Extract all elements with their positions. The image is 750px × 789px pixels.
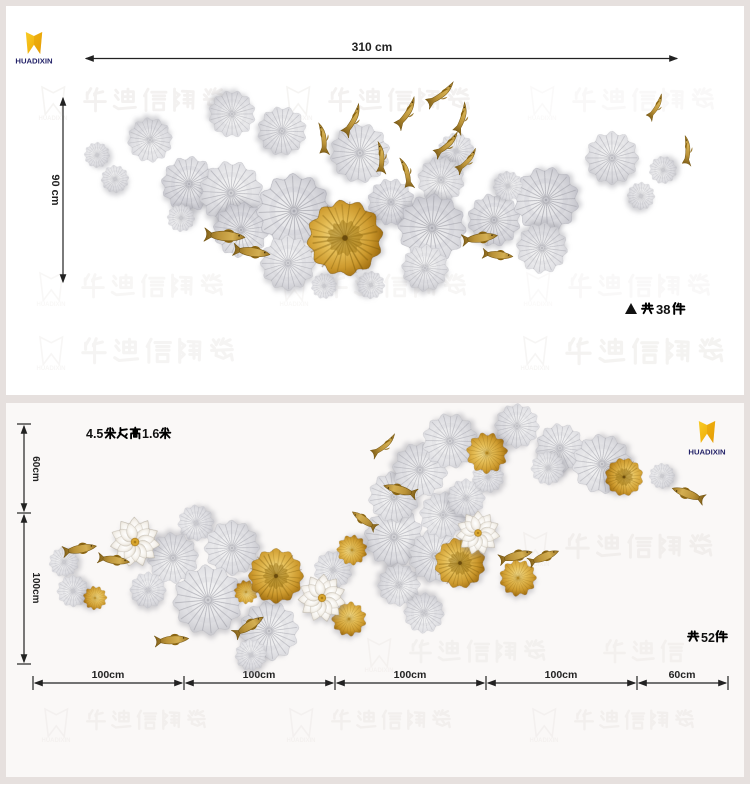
svg-text:HUADIXIN: HUADIXIN [529, 738, 558, 744]
svg-text:HUADIXIN: HUADIXIN [364, 668, 393, 674]
svg-text:90 cm: 90 cm [49, 174, 61, 205]
svg-text:HUADIXIN: HUADIXIN [520, 562, 549, 568]
svg-text:4.5: 4.5 [86, 427, 103, 441]
svg-text:60cm: 60cm [30, 456, 41, 482]
svg-text:38: 38 [656, 302, 670, 317]
svg-text:52: 52 [701, 631, 715, 645]
svg-text:60cm: 60cm [669, 669, 696, 681]
svg-text:HUADIXIN: HUADIXIN [527, 116, 556, 122]
svg-text:100cm: 100cm [243, 669, 276, 681]
svg-text:100cm: 100cm [30, 572, 41, 603]
svg-text:HUADIXIN: HUADIXIN [286, 738, 315, 744]
svg-text:100cm: 100cm [92, 669, 125, 681]
svg-text:HUADIXIN: HUADIXIN [41, 738, 70, 744]
svg-text:HUADIXIN: HUADIXIN [38, 116, 67, 122]
svg-text:HUADIXIN: HUADIXIN [15, 57, 53, 66]
svg-text:HUADIXIN: HUADIXIN [688, 448, 726, 457]
svg-text:1.6: 1.6 [142, 427, 159, 441]
svg-text:HUADIXIN: HUADIXIN [520, 366, 549, 372]
svg-text:310 cm: 310 cm [352, 40, 393, 54]
svg-text:100cm: 100cm [545, 669, 578, 681]
svg-text:100cm: 100cm [394, 669, 427, 681]
svg-text:HUADIXIN: HUADIXIN [523, 302, 552, 308]
svg-text:HUADIXIN: HUADIXIN [36, 302, 65, 308]
svg-text:HUADIXIN: HUADIXIN [279, 302, 308, 308]
svg-text:HUADIXIN: HUADIXIN [36, 366, 65, 372]
